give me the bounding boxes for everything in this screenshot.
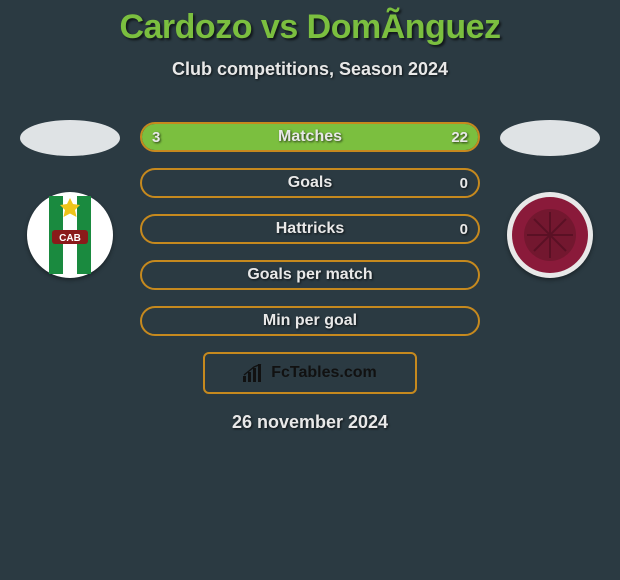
- right-player-avatar: [500, 120, 600, 156]
- stat-bar: Goals per match: [140, 260, 480, 290]
- brand-text: FcTables.com: [271, 364, 377, 382]
- stat-bar: 322Matches: [140, 122, 480, 152]
- footer: FcTables.com 26 november 2024: [0, 352, 620, 433]
- footer-date: 26 november 2024: [232, 412, 388, 433]
- stat-label: Goals per match: [142, 262, 478, 288]
- banfield-logo-icon: CAB: [27, 192, 113, 278]
- stat-bars: 322Matches 0Goals 0Hattricks Goals per matc…: [140, 122, 480, 336]
- stat-label: Matches: [142, 124, 478, 150]
- left-side: CAB: [20, 100, 120, 278]
- brand-box: FcTables.com: [203, 352, 417, 394]
- right-side: [500, 100, 600, 278]
- stat-bar: 0Goals: [140, 168, 480, 198]
- svg-text:CAB: CAB: [59, 233, 81, 244]
- main-area: CAB 322Matches 0Goals 0Hattricks Goals per …: [0, 100, 620, 336]
- left-club-logo: CAB: [27, 192, 113, 278]
- stat-label: Hattricks: [142, 216, 478, 242]
- stat-bar: Min per goal: [140, 306, 480, 336]
- comparison-subtitle: Club competitions, Season 2024: [0, 59, 620, 80]
- stat-label: Goals: [142, 170, 478, 196]
- bar-chart-icon: [243, 364, 265, 382]
- lanus-logo-icon: [507, 192, 593, 278]
- left-player-avatar: [20, 120, 120, 156]
- right-club-logo: [507, 192, 593, 278]
- stat-bar: 0Hattricks: [140, 214, 480, 244]
- comparison-title: Cardozo vs DomÃ­nguez: [0, 0, 620, 47]
- stat-label: Min per goal: [142, 308, 478, 334]
